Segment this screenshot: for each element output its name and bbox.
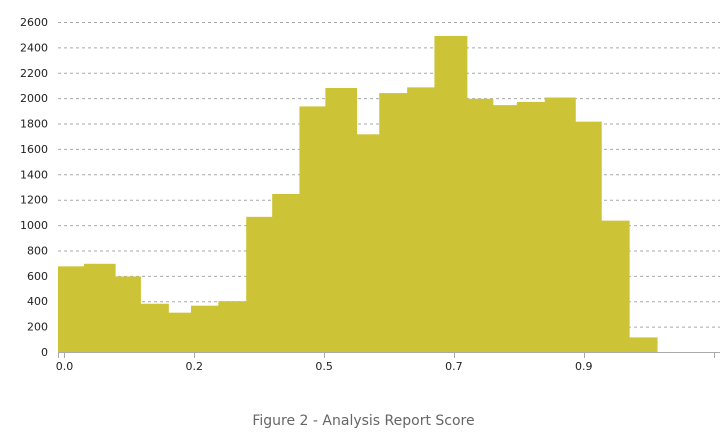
histogram-bar	[140, 303, 169, 352]
y-tick-labels: 0 200 400 600 800 1000 1200 1400 1600 1800 2000 220…	[20, 16, 48, 359]
y-tick-label: 400	[27, 295, 48, 308]
histogram-bar	[191, 305, 219, 352]
y-tick-label: 1400	[20, 168, 48, 181]
histogram-bar	[407, 87, 435, 352]
histogram-bar	[601, 220, 630, 352]
y-tick-label: 800	[27, 244, 48, 257]
histogram-bars	[58, 35, 658, 353]
histogram-bar	[218, 301, 247, 352]
histogram-bar	[575, 121, 602, 352]
histogram-bar	[629, 337, 658, 352]
y-tick-label: 600	[27, 270, 48, 283]
x-tick-labels: 0.0 0.2 0.5 0.7 0.9	[56, 360, 593, 373]
histogram-bar	[246, 216, 273, 352]
y-tick-label: 2200	[20, 67, 48, 80]
histogram-bar	[325, 88, 358, 352]
x-tick-label: 0.5	[315, 360, 333, 373]
y-tick-label: 1600	[20, 143, 48, 156]
x-tick-label: 0.7	[445, 360, 463, 373]
y-tick-label: 1200	[20, 194, 48, 207]
histogram-bar	[434, 35, 468, 352]
histogram-bar	[299, 106, 326, 353]
y-tick-label: 1800	[20, 118, 48, 131]
y-tick-label: 2400	[20, 41, 48, 54]
y-tick-label: 2000	[20, 92, 48, 105]
histogram-bar	[115, 276, 141, 352]
y-tick-label: 200	[27, 321, 48, 334]
histogram-bar	[379, 93, 408, 353]
y-tick-label: 0	[41, 346, 48, 359]
y-tick-label: 1000	[20, 219, 48, 232]
x-tick-label: 0.2	[186, 360, 204, 373]
x-tick-label: 0.0	[56, 360, 74, 373]
histogram-bar	[466, 98, 494, 353]
histogram-bar	[272, 193, 300, 352]
x-tick-label: 0.9	[575, 360, 593, 373]
histogram-bar	[83, 263, 116, 352]
y-tick-label: 2600	[20, 16, 48, 29]
histogram-bar	[544, 97, 576, 353]
histogram-bar	[58, 266, 85, 352]
chart-caption: Figure 2 - Analysis Report Score	[252, 413, 475, 429]
histogram-bar	[492, 105, 518, 352]
histogram-bar	[168, 312, 192, 352]
histogram-bar	[516, 101, 546, 352]
axes	[58, 352, 720, 358]
histogram-bar	[356, 134, 380, 352]
